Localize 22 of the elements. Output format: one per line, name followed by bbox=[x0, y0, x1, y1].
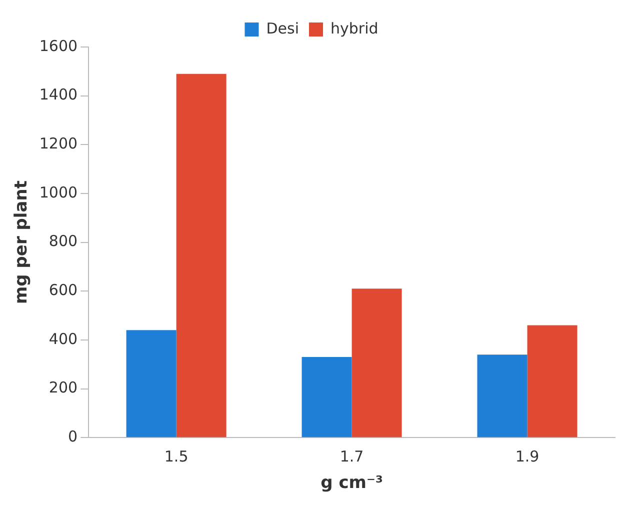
bar bbox=[352, 288, 402, 438]
y-tick-label: 600 bbox=[48, 281, 78, 300]
x-tick-label: 1.7 bbox=[340, 447, 364, 466]
bar bbox=[527, 325, 578, 438]
x-tick-label: 1.5 bbox=[164, 447, 188, 466]
y-tick-label: 1400 bbox=[39, 86, 78, 104]
y-tick-label: 1000 bbox=[39, 183, 78, 202]
legend-label: hybrid bbox=[330, 19, 378, 38]
y-tick-label: 1200 bbox=[39, 134, 78, 153]
x-tick-label: 1.9 bbox=[515, 447, 540, 466]
y-tick-label: 400 bbox=[48, 330, 78, 348]
y-tick-label: 800 bbox=[48, 232, 78, 250]
y-axis-title: mg per plant bbox=[12, 180, 32, 304]
bar bbox=[302, 357, 352, 438]
y-tick-label: 200 bbox=[48, 378, 78, 397]
x-axis-title: g cm⁻³ bbox=[320, 473, 383, 494]
bar bbox=[126, 330, 176, 438]
bar bbox=[477, 354, 528, 438]
y-tick-label: 1600 bbox=[39, 36, 78, 55]
bar bbox=[176, 74, 226, 438]
y-tick-label: 0 bbox=[68, 427, 78, 446]
legend-label: Desi bbox=[266, 19, 300, 38]
